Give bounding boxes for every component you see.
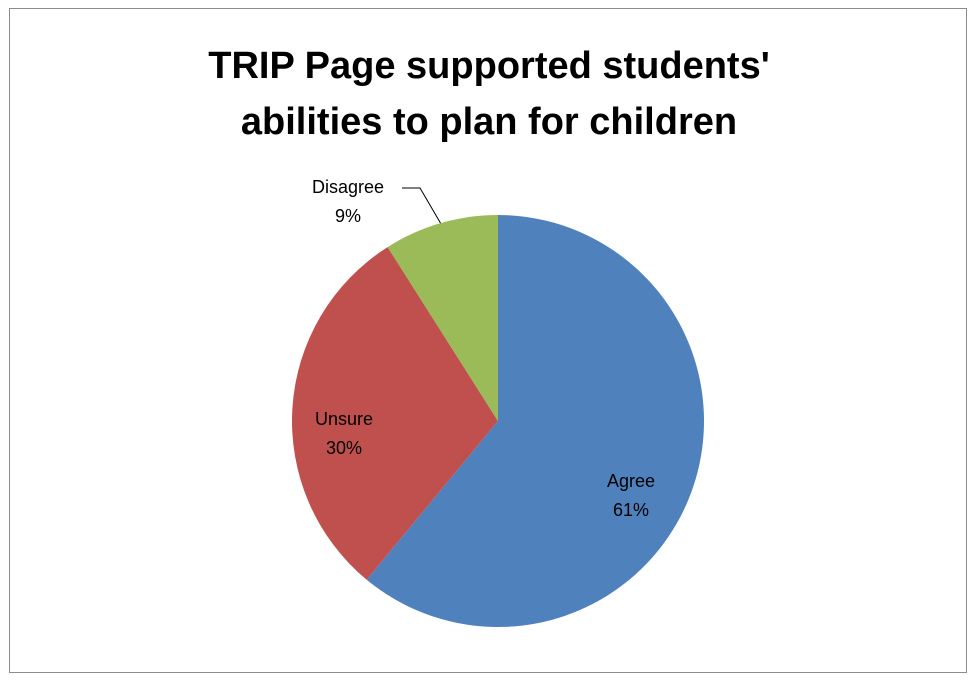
pie-slice-disagree	[387, 215, 498, 421]
leader-line-disagree	[402, 187, 441, 224]
data-label-percent: 61%	[613, 500, 649, 520]
pie-slice-agree	[366, 215, 704, 627]
data-label-category: Disagree	[312, 177, 384, 197]
data-label-category: Agree	[607, 471, 655, 491]
data-label-percent: 9%	[335, 206, 361, 226]
chart-title: TRIP Page supported students' abilities …	[0, 38, 978, 150]
data-labels: Agree 61% Unsure 30% Disagree 9%	[312, 177, 655, 520]
pie-slices	[291, 215, 704, 627]
data-label-disagree: Disagree 9%	[312, 177, 384, 226]
chart-title-line-2: abilities to plan for children	[240, 101, 738, 143]
data-label-agree: Agree 61%	[607, 471, 655, 520]
data-label-percent: 30%	[326, 438, 362, 458]
data-label-category: Unsure	[315, 409, 373, 429]
leader-lines	[402, 187, 441, 224]
pie-slice-unsure	[291, 247, 498, 580]
data-label-unsure: Unsure 30%	[315, 409, 373, 458]
chart-title-line-1: TRIP Page supported students'	[208, 45, 770, 87]
